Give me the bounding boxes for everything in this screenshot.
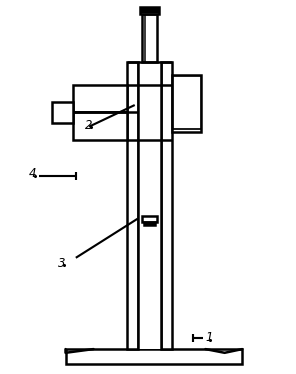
- Bar: [142, 14, 157, 62]
- Text: 3: 3: [58, 257, 66, 270]
- Bar: [161, 62, 172, 349]
- Text: 1: 1: [205, 331, 213, 344]
- Bar: [140, 7, 159, 14]
- Bar: [142, 217, 157, 223]
- Bar: [73, 113, 127, 140]
- Text: 4: 4: [29, 168, 36, 181]
- Bar: [141, 8, 158, 12]
- Text: 2: 2: [85, 119, 92, 132]
- Bar: [52, 102, 73, 123]
- Bar: [73, 85, 127, 113]
- Bar: [172, 75, 201, 132]
- Bar: [144, 222, 155, 226]
- Bar: [173, 76, 201, 129]
- Bar: [127, 62, 138, 349]
- Bar: [65, 349, 242, 364]
- Bar: [138, 62, 161, 349]
